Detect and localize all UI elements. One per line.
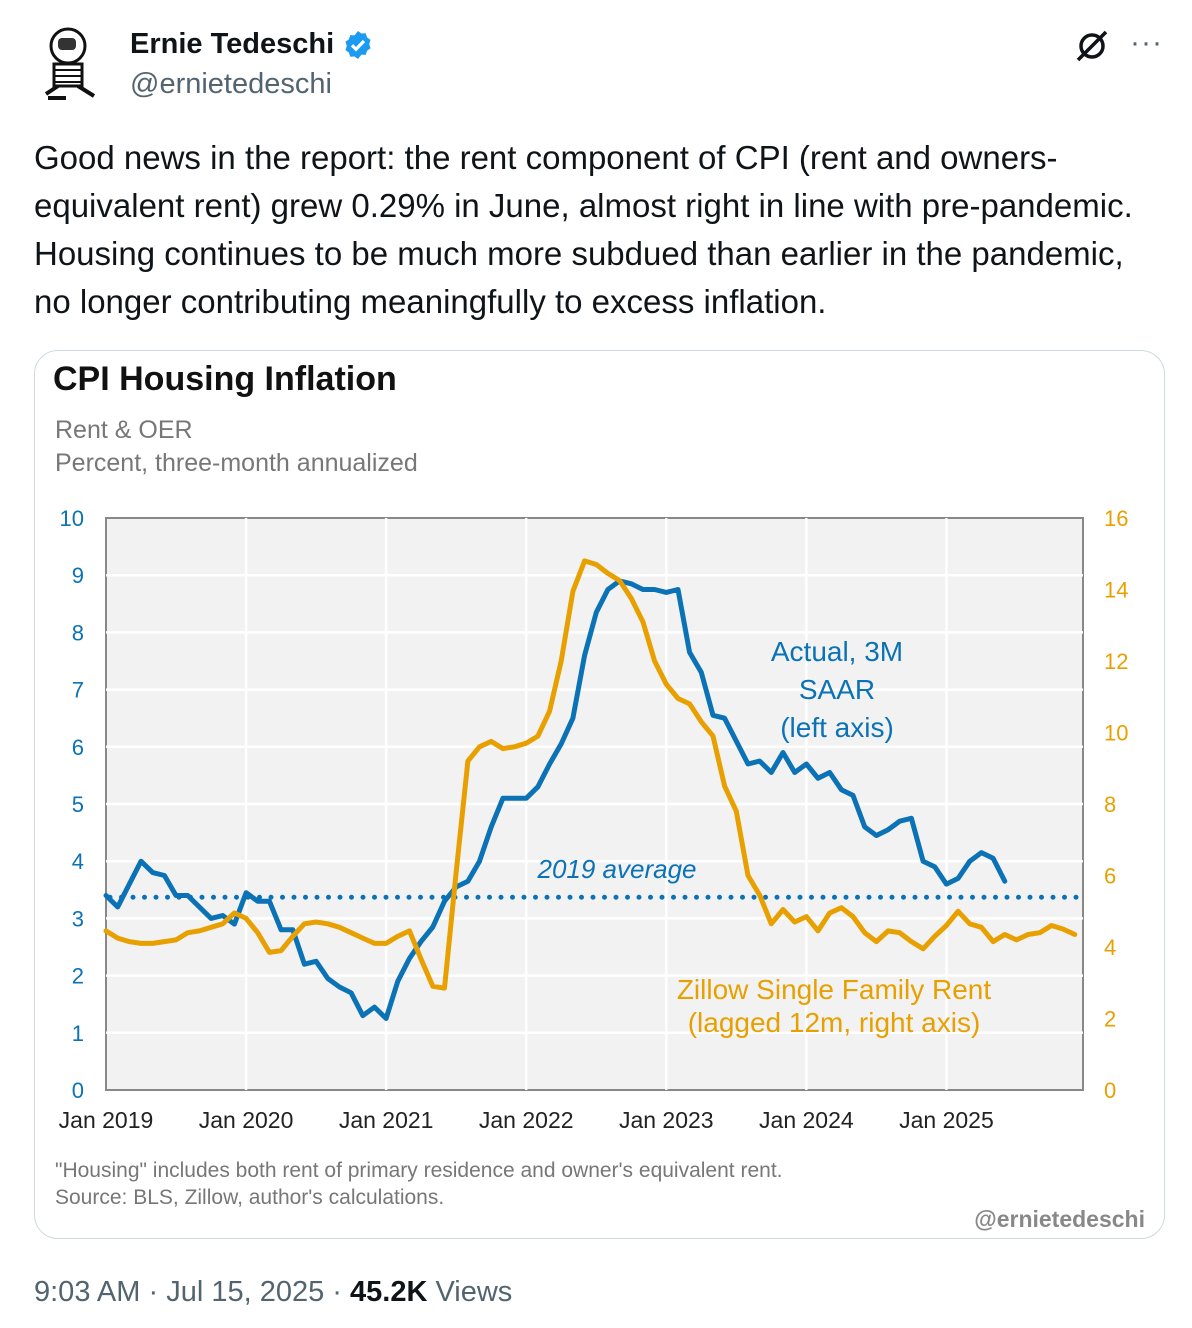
y-left-tick-label: 1 [72,1021,84,1046]
y-left-tick-label: 5 [72,792,84,817]
y-right-tick-label: 16 [1104,506,1128,531]
chart-title: CPI Housing Inflation [53,360,397,398]
x-tick-label: Jan 2023 [619,1107,714,1133]
y-left-tick-label: 8 [72,620,84,645]
separator: · [332,1276,342,1308]
chart-image[interactable]: CPI Housing Inflation Rent & OER Percent… [34,350,1165,1239]
chart-note: "Housing" includes both rent of primary … [55,1159,782,1182]
views-label: Views [435,1276,513,1308]
chart-subtitle-units: Percent, three-month annualized [55,449,418,477]
chart-source: Source: BLS, Zillow, author's calculatio… [55,1186,444,1209]
author-avatar[interactable] [38,24,102,104]
series-line-zillow [103,558,1078,991]
x-tick-label: Jan 2024 [759,1107,854,1133]
series-label: SAAR [799,674,875,705]
x-tick-label: Jan 2021 [339,1107,434,1133]
chart-subtitle: Rent & OER [55,416,193,444]
y-left-tick-label: 7 [72,678,84,703]
x-tick-label: Jan 2019 [59,1107,154,1133]
series-line-actual [103,578,1008,1021]
y-left-tick-label: 10 [60,506,84,531]
series-label: Zillow Single Family Rent [677,974,992,1005]
y-right-tick-label: 0 [1104,1078,1116,1103]
y-right-tick-label: 4 [1104,935,1116,960]
y-left-tick-label: 4 [72,849,84,874]
series-label: (left axis) [780,712,894,743]
series-label: (lagged 12m, right axis) [688,1007,981,1038]
y-right-tick-label: 14 [1104,578,1128,603]
chart: CPI Housing Inflation Rent & OER Percent… [53,360,1145,1232]
chart-watermark: @ernietedeschi [974,1206,1145,1232]
tweet-date[interactable]: Jul 15, 2025 [166,1276,325,1308]
author-handle[interactable]: @ernietedeschi [130,68,332,100]
y-left-tick-label: 6 [72,735,84,760]
views-count: 45.2K [350,1276,428,1308]
author-name[interactable]: Ernie Tedeschi [130,28,374,61]
tweet-meta: 9:03 AM · Jul 15, 2025 · 45.2K Views [34,1276,512,1309]
y-left-tick-label: 2 [72,964,84,989]
y-left-tick-label: 3 [72,906,84,931]
x-tick-label: Jan 2025 [899,1107,994,1133]
y-right-tick-label: 2 [1104,1007,1116,1032]
separator: · [148,1276,159,1308]
verified-badge-icon [345,30,371,59]
y-right-tick-label: 6 [1104,864,1116,889]
tweet-text: Good news in the report: the rent compon… [34,139,1133,320]
grok-icon[interactable] [1074,28,1110,64]
x-tick-label: Jan 2020 [199,1107,294,1133]
y-left-tick-label: 9 [72,563,84,588]
series-label: Actual, 3M [771,636,903,667]
reference-line-label: 2019 average [536,854,696,884]
y-left-tick-label: 0 [72,1078,84,1103]
y-right-tick-label: 10 [1104,721,1128,746]
more-options-button[interactable]: ··· [1130,26,1163,59]
y-right-tick-label: 12 [1104,649,1128,674]
x-tick-label: Jan 2022 [479,1107,574,1133]
tweet-time[interactable]: 9:03 AM [34,1276,141,1308]
author-name-text: Ernie Tedeschi [130,28,335,60]
y-right-tick-label: 8 [1104,792,1116,817]
